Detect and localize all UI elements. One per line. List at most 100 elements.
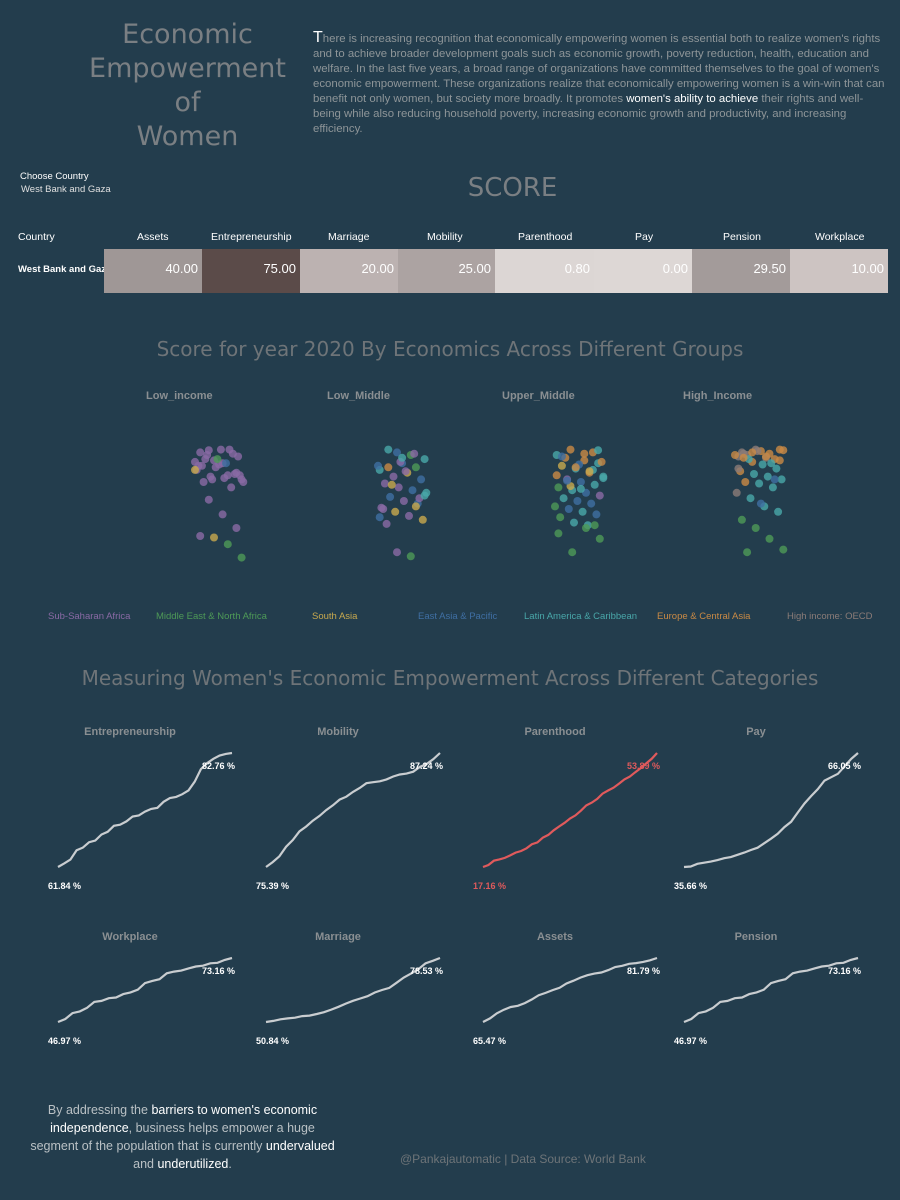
end-value-label: 82.76 % (202, 761, 236, 771)
col-header-parenthood: Parenthood (518, 231, 573, 243)
end-value-label: 87.24 % (410, 761, 444, 771)
scatter-point (779, 545, 788, 554)
scatter-point (394, 483, 403, 492)
legend-item-high-income-oecd: High income: OECD (787, 611, 873, 622)
col-header-pay: Pay (635, 231, 654, 243)
scatter-point (595, 491, 604, 500)
scatter-point (374, 461, 382, 470)
score-cell-pay: 0.00 (594, 249, 692, 293)
scatter-point (731, 451, 739, 459)
scatter-point (211, 463, 220, 472)
line-chart-pay (683, 752, 859, 869)
score-cell-entrepreneurship: 75.00 (202, 249, 300, 293)
scatter-point (411, 463, 420, 472)
scatter-point (382, 519, 391, 528)
score-title: SCORE (467, 173, 558, 203)
title-line: Economic (122, 19, 253, 50)
end-value-label: 81.79 % (627, 966, 661, 976)
scatter-point (739, 453, 748, 462)
scatter-point (406, 552, 415, 561)
scatter-point (576, 478, 585, 486)
scatter-point (380, 479, 389, 488)
scatter-point (552, 471, 561, 480)
scatter-point (578, 507, 587, 516)
scatter-point (775, 456, 784, 465)
footer-text: . (228, 1157, 232, 1171)
line-chart-workplace (57, 956, 233, 1024)
scatter-point (234, 452, 243, 461)
line-chart-parenthood (482, 752, 658, 869)
country-filter-value[interactable]: West Bank and Gaza (21, 184, 111, 195)
scatter-point (417, 475, 426, 484)
end-value-label: 66.05 % (828, 761, 862, 771)
scatter-point (393, 548, 401, 557)
country-column-header: Country (18, 231, 55, 243)
series-line (683, 956, 859, 1024)
scatter-point (774, 507, 783, 516)
footer-message: By addressing the barriers to women's ec… (30, 1101, 335, 1173)
series-line (57, 751, 233, 868)
footer-highlight: undervalued (265, 1139, 335, 1153)
panel-title-pension: Pension (734, 931, 778, 943)
scatter-point (750, 470, 758, 478)
col-header-mobility: Mobility (427, 231, 463, 243)
scatter-point (597, 457, 606, 466)
intro-highlight: women's ability to achieve (626, 93, 759, 105)
scatter-point (375, 513, 384, 522)
start-value-label: 50.84 % (256, 1036, 290, 1046)
scatter-point (387, 480, 396, 489)
scatter-point (756, 499, 765, 508)
end-value-label: 53.89 % (627, 761, 661, 771)
scatter-point (398, 453, 407, 462)
footer-text: , business helps empower a huge segment … (30, 1121, 315, 1153)
strip-plot (191, 445, 788, 562)
score-cell-mobility: 25.00 (398, 249, 495, 293)
start-value-label: 46.97 % (48, 1036, 82, 1046)
credit-text: @Pankajautomatic | Data Source: World Ba… (400, 1152, 646, 1166)
scatter-point (763, 472, 772, 481)
end-value-label: 73.16 % (828, 966, 862, 976)
scatter-point (401, 467, 410, 476)
col-header-entrepreneurship: Entrepreneurship (211, 231, 292, 243)
scatter-point (573, 497, 582, 505)
scatter-point (755, 479, 764, 488)
series-line (683, 752, 859, 869)
scatter-point (418, 515, 427, 524)
scatter-point (748, 448, 757, 457)
scatter-point (767, 459, 776, 468)
panel-title-workplace: Workplace (102, 931, 158, 943)
legend-item-east-asia-pacific: East Asia & Pacific (418, 611, 498, 622)
scatter-point (775, 445, 784, 454)
panel-title-marriage: Marriage (315, 931, 361, 943)
scatter-point (571, 463, 580, 472)
title-line: Women (136, 121, 239, 152)
score-cell-workplace: 10.00 (790, 249, 888, 293)
scatter-point (551, 502, 559, 511)
scatter-point (208, 475, 217, 484)
panel-title-mobility: Mobility (317, 726, 359, 738)
scatter-point (227, 483, 236, 492)
scatter-point (196, 532, 205, 540)
scatter-point (391, 507, 400, 516)
scatter-point (594, 446, 603, 455)
scatter-point (557, 452, 566, 461)
main-title: Economic Empowerment of Women (85, 18, 290, 154)
country-filter-label: Choose Country (20, 171, 89, 182)
scatter-point (743, 548, 752, 557)
series-line (482, 752, 658, 869)
scatter-point (196, 448, 205, 457)
scatter-point (587, 499, 596, 508)
scatter-point (199, 478, 208, 486)
panel-title-pay: Pay (746, 726, 766, 738)
footer-text: By addressing the (47, 1103, 152, 1117)
intro-text: here is increasing recognition that econ… (313, 33, 885, 105)
legend-item-mena: Middle East & North Africa (156, 611, 267, 622)
line-chart-marriage (265, 956, 441, 1024)
scatter-point (590, 521, 599, 530)
start-value-label: 17.16 % (473, 881, 507, 891)
panel-title-parenthood: Parenthood (524, 726, 586, 738)
line-chart-assets (482, 956, 658, 1023)
scatter-point (762, 452, 770, 461)
footer-highlight: barriers to women's economic independenc… (50, 1103, 318, 1135)
col-header-marriage: Marriage (328, 231, 370, 243)
